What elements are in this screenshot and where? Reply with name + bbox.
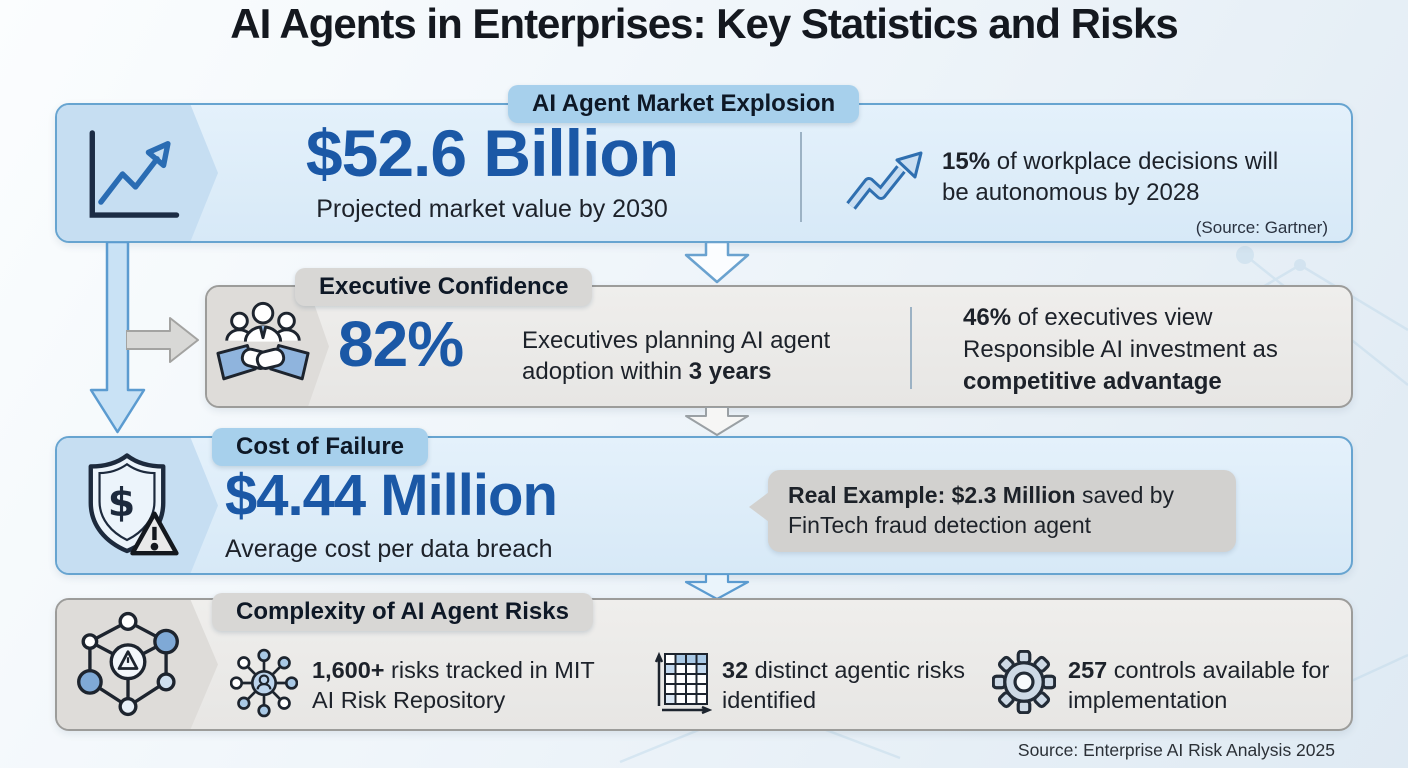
cost-stat-value: $4.44 Million: [225, 463, 558, 528]
matrix-stat: 32 distinct agentic risks identified: [722, 655, 972, 715]
trend-arrow-icon: [846, 151, 923, 210]
cost-badge: Cost of Failure: [212, 428, 429, 466]
controls-stat-bold: 257: [1068, 657, 1108, 683]
confidence-badge: Executive Confidence: [295, 268, 593, 306]
matrix-stat-text: distinct agentic risks identified: [722, 657, 965, 714]
confidence-side-bold: 46%: [963, 304, 1012, 331]
growth-chart-icon: [89, 130, 180, 218]
confidence-side-bold2: competitive advantage: [963, 367, 1222, 395]
callout-tail: [749, 492, 769, 522]
gartner-source-note: (Source: Gartner): [1195, 218, 1328, 237]
risk-repository-icon: [230, 648, 298, 718]
confidence-side-stat: 46% of executives view Responsible AI in…: [963, 302, 1308, 398]
callout-text: saved by FinTech fraud detection agent: [788, 482, 1175, 538]
confidence-stat-value: 82%: [338, 308, 464, 380]
cost-stat-caption: Average cost per data breach: [225, 535, 553, 563]
market-icon-box: [57, 105, 218, 241]
gear-icon: [992, 650, 1056, 714]
flow-arrow-down-long-icon: [89, 242, 146, 434]
complexity-badge: Complexity of AI Agent Risks: [212, 593, 593, 631]
repository-stat-text: risks tracked in MIT AI Risk Repository: [312, 657, 595, 714]
cost-stat: $4.44 Million Average cost per data brea…: [225, 463, 558, 565]
repository-stat: 1,600+ risks tracked in MIT AI Risk Repo…: [312, 655, 612, 715]
market-stat-value: $52.6 Billion: [305, 116, 679, 190]
footer-source: Source: Enterprise AI Risk Analysis 2025: [1017, 740, 1335, 760]
controls-stat: 257 controls available for implementatio…: [1068, 655, 1348, 715]
market-side-stat: 15% of workplace decisions will be auton…: [942, 147, 1297, 208]
confidence-divider: [910, 307, 912, 389]
flow-arrow-down-blue-icon: [684, 574, 750, 601]
confidence-side-text: of executives view Responsible AI invest…: [963, 304, 1278, 363]
market-side-stat-text: of workplace decisions will be autonomou…: [942, 148, 1279, 206]
svg-text:$: $: [108, 480, 136, 526]
matrix-stat-bold: 32: [722, 657, 749, 683]
market-side-stat-bold: 15%: [942, 148, 991, 175]
repository-stat-bold: 1,600+: [312, 657, 385, 683]
callout-bold: Real Example: $2.3 Million: [788, 482, 1076, 508]
flow-arrow-down-gray-icon: [685, 407, 749, 436]
flow-arrow-right-icon: [126, 317, 199, 363]
flow-arrow-down-icon: [684, 242, 750, 284]
handshake-icon: [216, 301, 310, 381]
market-stat-caption: Projected market value by 2030: [316, 195, 668, 223]
confidence-stat-prefix: Executives planning AI agent adoption wi…: [522, 327, 831, 385]
cost-example-callout: Real Example: $2.3 Million saved by FinT…: [749, 470, 1236, 552]
controls-stat-text: controls available for implementation: [1068, 657, 1330, 714]
market-badge: AI Agent Market Explosion: [508, 85, 860, 123]
page-title: AI Agents in Enterprises: Key Statistics…: [230, 0, 1178, 47]
risk-network-icon: [77, 611, 179, 717]
market-stat: $52.6 Billion Projected market value by …: [232, 120, 752, 225]
confidence-stat-bold: 3 years: [688, 357, 772, 385]
confidence-stat-text: Executives planning AI agent adoption wi…: [522, 326, 872, 387]
market-divider: [800, 132, 802, 222]
shield-dollar-warning-icon: $: [88, 453, 179, 556]
risk-matrix-icon: [654, 651, 712, 715]
